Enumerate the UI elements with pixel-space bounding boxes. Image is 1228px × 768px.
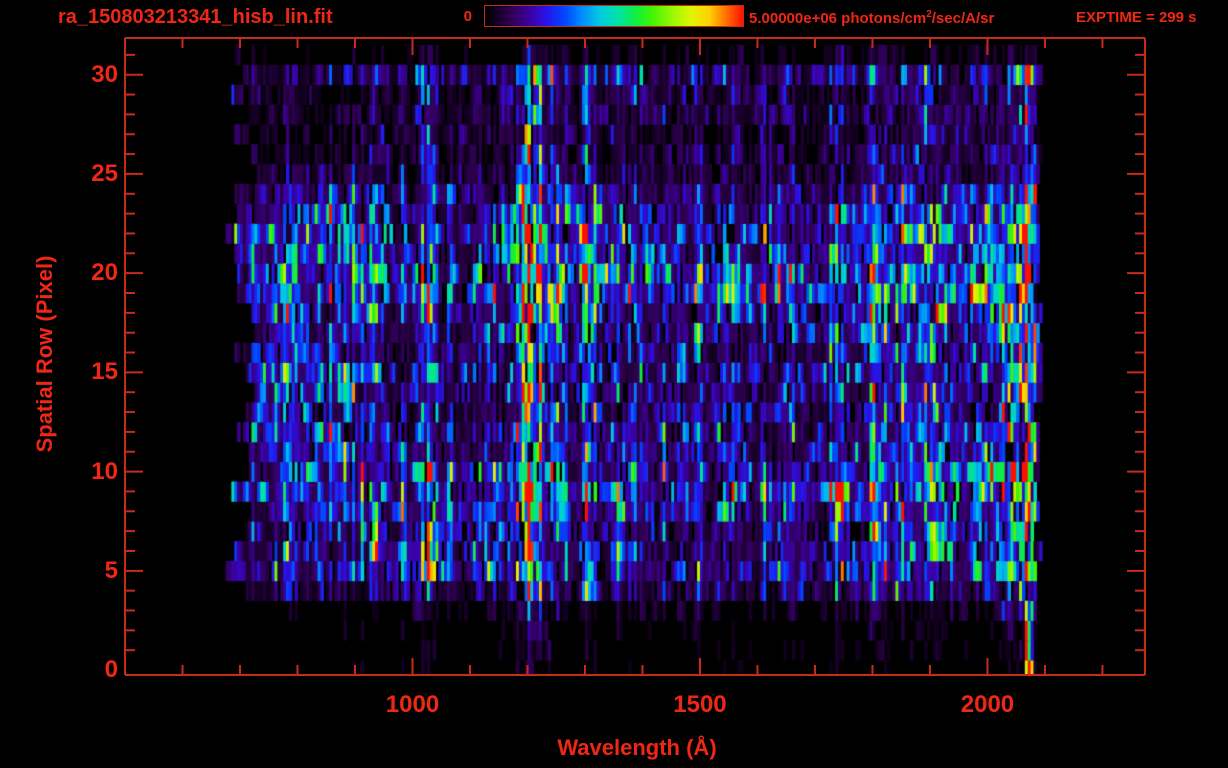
- x-tick-label-2000: 2000: [960, 691, 1015, 718]
- colorbar-max-label: 5.00000e+06 photons/cm2/sec/A/sr: [749, 9, 994, 27]
- y-tick-label-0: 0: [104, 656, 118, 684]
- y-tick-label-15: 15: [91, 358, 118, 386]
- x-tick-label-1000: 1000: [385, 691, 440, 718]
- exptime-label: EXPTIME = 299 s: [1076, 9, 1197, 26]
- y-tick-label-30: 30: [91, 60, 118, 88]
- colorbar-units-suffix: /sec/A/sr: [931, 10, 995, 27]
- y-tick-label-20: 20: [91, 259, 118, 287]
- colorbar-units-prefix: photons/cm: [837, 10, 927, 27]
- y-tick-label-5: 5: [104, 556, 118, 584]
- colorbar-min-label: 0: [463, 8, 472, 25]
- colorbar-units-exponent: 2: [926, 9, 932, 20]
- colorbar-max-value: 5.00000e+06: [749, 10, 838, 27]
- y-tick-label-25: 25: [91, 159, 118, 187]
- x-tick-label-1500: 1500: [673, 691, 727, 718]
- y-tick-label-10: 10: [91, 457, 118, 485]
- spectrogram-image: [125, 38, 1145, 675]
- x-axis-title: Wavelength (Å): [557, 735, 717, 760]
- fits-filename-title: ra_150803213341_hisb_lin.fit: [58, 6, 333, 28]
- colorbar-gradient: [484, 5, 744, 27]
